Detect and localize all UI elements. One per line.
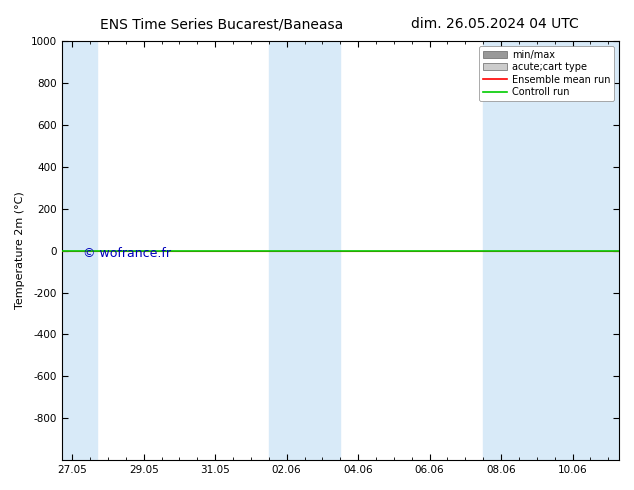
- Text: ENS Time Series Bucarest/Baneasa: ENS Time Series Bucarest/Baneasa: [100, 17, 344, 31]
- Bar: [61, 41, 97, 460]
- Y-axis label: Temperature 2m (°C): Temperature 2m (°C): [15, 192, 25, 310]
- Legend: min/max, acute;cart type, Ensemble mean run, Controll run: min/max, acute;cart type, Ensemble mean …: [479, 46, 614, 101]
- Text: dim. 26.05.2024 04 UTC: dim. 26.05.2024 04 UTC: [411, 17, 578, 31]
- Bar: [269, 41, 340, 460]
- Bar: [483, 41, 619, 460]
- Text: © wofrance.fr: © wofrance.fr: [83, 247, 171, 261]
